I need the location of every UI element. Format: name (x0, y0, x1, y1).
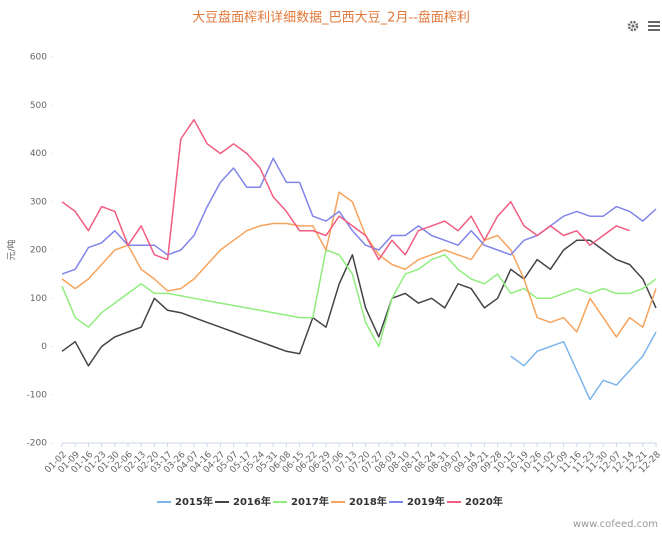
y-tick-label: 100 (30, 294, 47, 304)
y-tick-label: -200 (27, 439, 48, 449)
legend-label: 2020年 (465, 495, 503, 508)
series-line (61, 191, 657, 338)
y-tick-label: 300 (30, 197, 47, 207)
series-line (61, 118, 630, 261)
legend-label: 2018年 (349, 495, 387, 508)
legend-item[interactable]: 2016年 (215, 495, 271, 508)
y-tick-label: -100 (27, 390, 48, 400)
y-tick-label: 200 (30, 246, 47, 256)
settings-icon[interactable] (627, 20, 639, 32)
legend-label: 2017年 (291, 495, 329, 508)
y-tick-label: 0 (41, 342, 47, 352)
chart-title: 大豆盘面榨利详细数据_巴西大豆_2月--盘面榨利 (192, 10, 470, 26)
y-tick-label: 600 (30, 53, 47, 63)
menu-icon[interactable] (648, 21, 660, 31)
series-line (61, 249, 657, 348)
legend-item[interactable]: 2015年 (157, 495, 213, 508)
series-line (61, 239, 657, 367)
legend-item[interactable]: 2018年 (331, 495, 387, 508)
legend-label: 2016年 (233, 495, 271, 508)
legend-item[interactable]: 2020年 (447, 495, 503, 508)
y-tick-label: 400 (30, 149, 47, 159)
source: www.cofeed.com (573, 519, 658, 530)
y-axis-label: 元/吨 (6, 239, 18, 260)
legend-item[interactable]: 2019年 (389, 495, 445, 508)
series-line (61, 157, 657, 275)
legend-item[interactable]: 2017年 (273, 495, 329, 508)
legend-label: 2015年 (175, 495, 213, 508)
series-line (510, 331, 657, 401)
legend-label: 2019年 (407, 495, 445, 508)
y-tick-label: 500 (30, 101, 47, 111)
